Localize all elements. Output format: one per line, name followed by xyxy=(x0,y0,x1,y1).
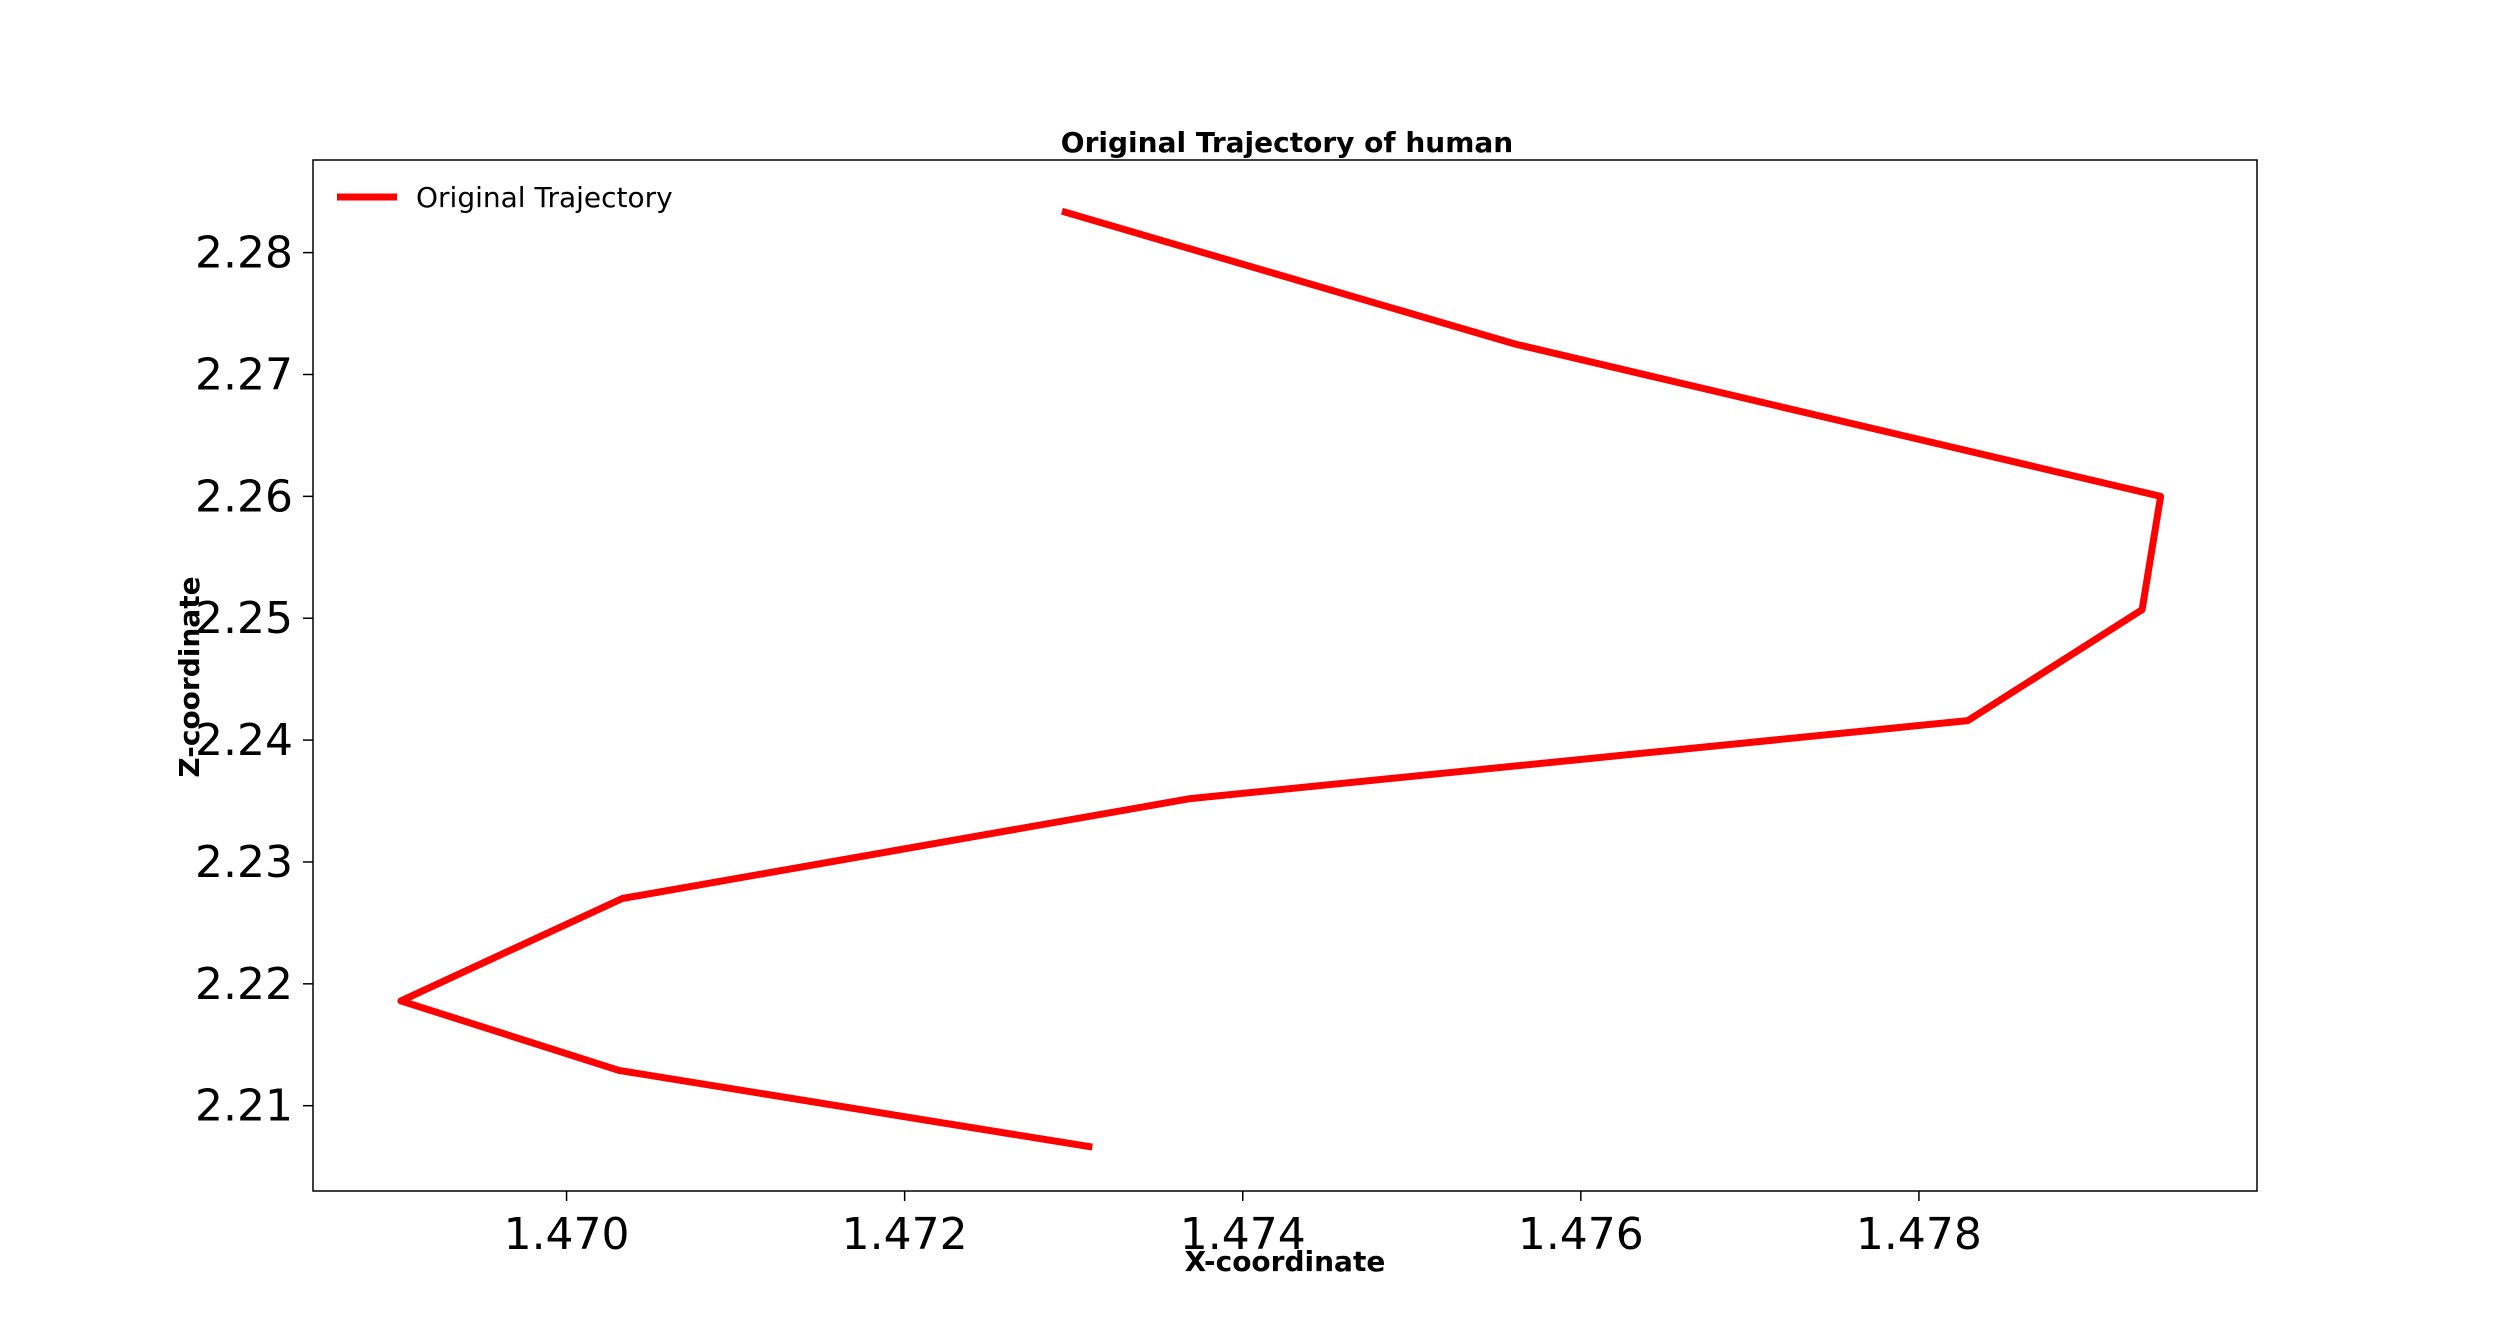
x-axis-label: X-coordinate xyxy=(1185,1245,1386,1278)
y-axis-ticks: 2.21 2.22 2.23 2.24 2.25 2.26 2.27 2.28 xyxy=(195,228,313,1132)
legend-label-original-trajectory: Original Trajectory xyxy=(416,181,673,214)
y-tick-label: 2.25 xyxy=(195,593,293,644)
plot-frame xyxy=(312,159,2258,1192)
x-tick-label: 1.478 xyxy=(1856,1209,1982,1260)
y-tick-label: 2.21 xyxy=(195,1081,293,1132)
y-tick-label: 2.28 xyxy=(195,228,293,279)
series-line-original-trajectory xyxy=(397,207,2165,1151)
y-tick-label: 2.26 xyxy=(195,471,293,522)
y-axis-label: Z-coordinate xyxy=(173,576,206,777)
y-tick-label: 2.24 xyxy=(195,715,293,766)
legend: Original Trajectory xyxy=(337,181,673,214)
x-axis-ticks: 1.470 1.472 1.474 1.476 1.478 xyxy=(504,1191,1982,1260)
y-tick-label: 2.22 xyxy=(195,959,293,1010)
x-tick-label: 1.474 xyxy=(1180,1209,1306,1260)
chart-title: Original Trajectory of human xyxy=(1061,126,1513,159)
x-tick-label: 1.470 xyxy=(504,1209,630,1260)
x-tick-label: 1.476 xyxy=(1518,1209,1644,1260)
series-layer xyxy=(397,207,2165,1151)
y-tick-label: 2.27 xyxy=(195,349,293,400)
x-tick-label: 1.472 xyxy=(842,1209,968,1260)
y-tick-label: 2.23 xyxy=(195,837,293,888)
